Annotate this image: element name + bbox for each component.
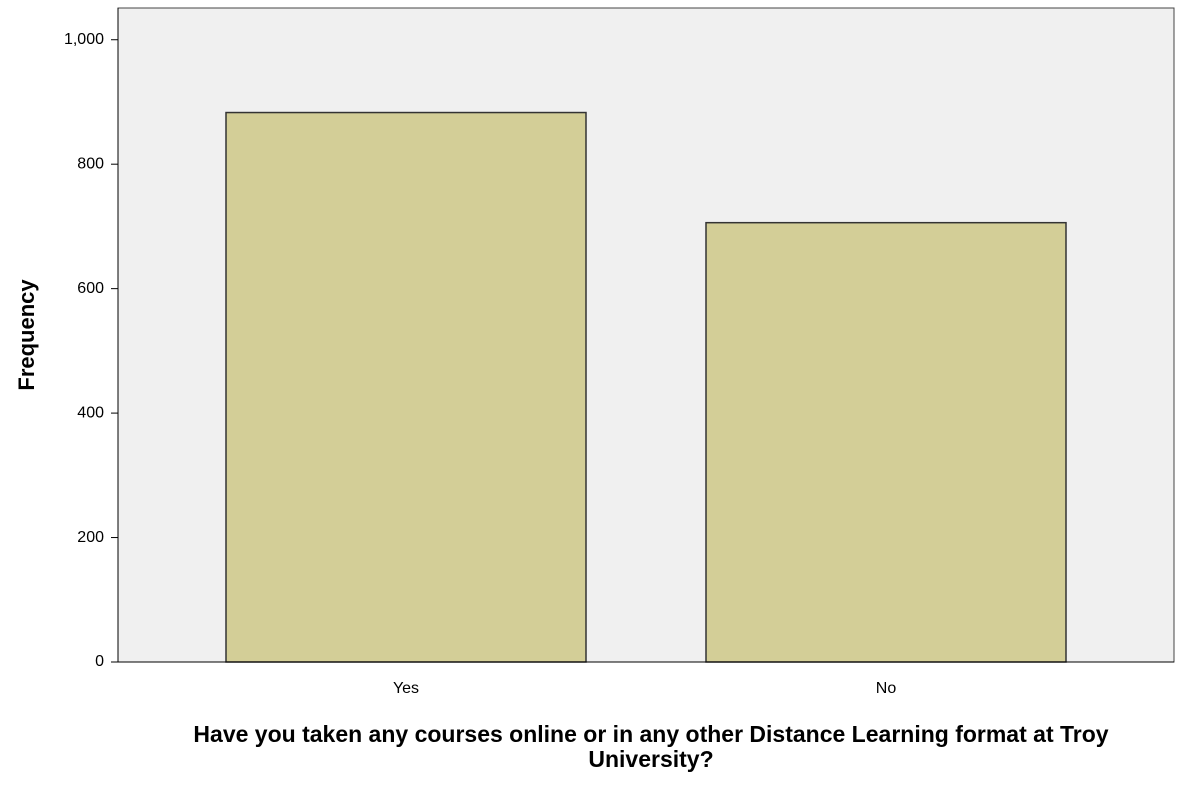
bar bbox=[225, 111, 587, 663]
y-tick-label: 800 bbox=[77, 155, 104, 172]
bar bbox=[705, 221, 1067, 663]
y-tick-label: 200 bbox=[77, 529, 104, 546]
x-tick-label: No bbox=[876, 680, 897, 697]
y-tick-label: 0 bbox=[95, 653, 104, 670]
y-tick-label: 400 bbox=[77, 404, 104, 421]
y-tick-label: 600 bbox=[77, 280, 104, 297]
y-axis-label: Frequency bbox=[14, 279, 39, 391]
x-axis-label: Have you taken any courses online or in … bbox=[193, 721, 1109, 772]
x-tick-label: Yes bbox=[393, 680, 419, 697]
y-tick-label: 1,000 bbox=[64, 31, 104, 48]
